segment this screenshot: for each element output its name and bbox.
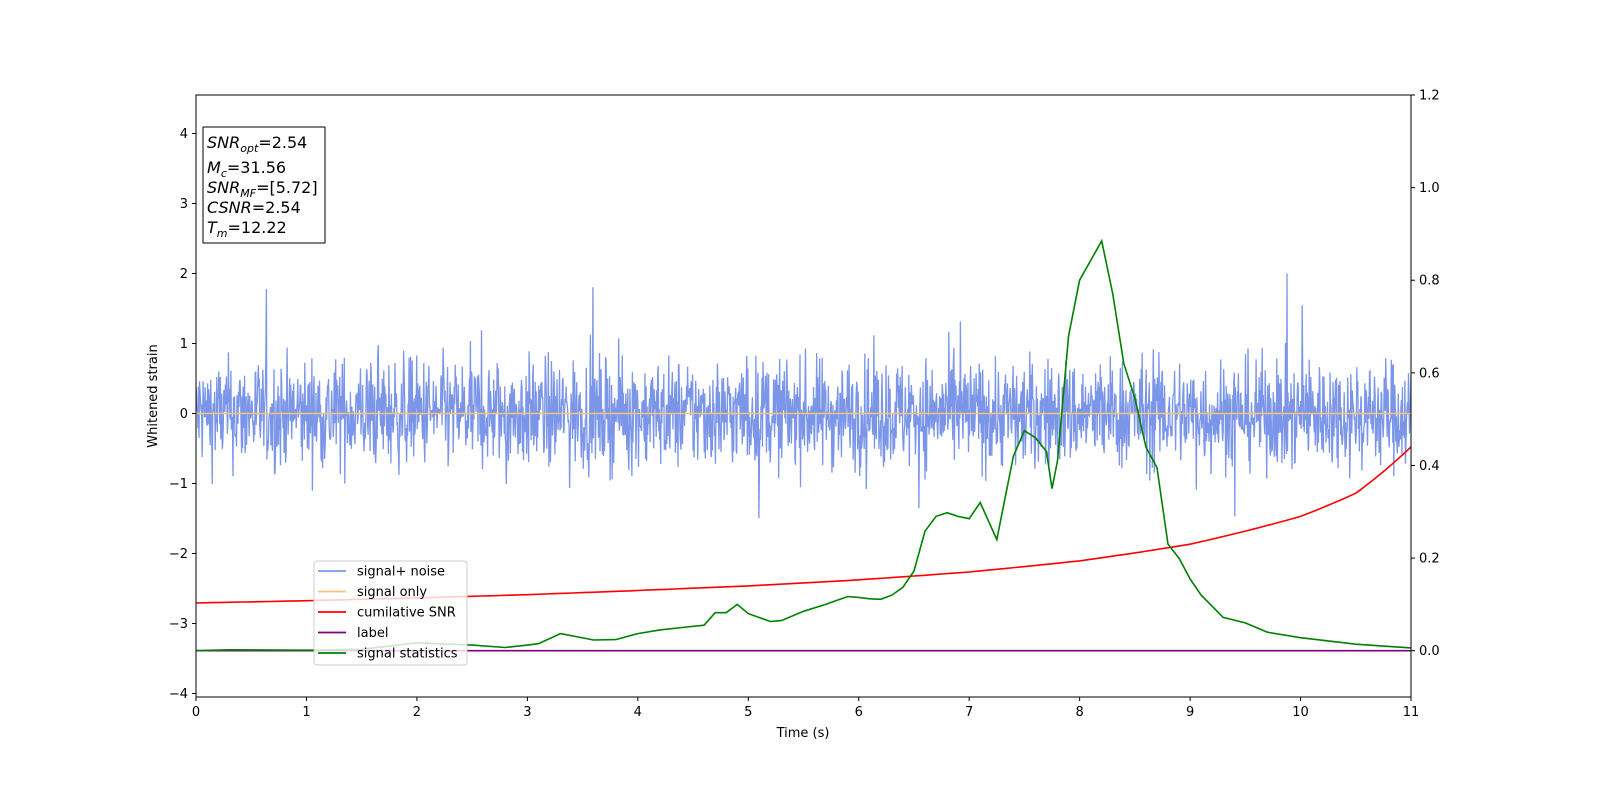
info-csnr: CSNR=2.54 (207, 198, 301, 217)
x-tick-label: 5 (744, 705, 752, 720)
x-tick-label: 0 (192, 705, 200, 720)
legend-label-csnr: cumilative SNR (357, 606, 456, 621)
legend-frame (313, 560, 468, 666)
y-tick-label: 2 (180, 267, 188, 282)
plot-frame (195, 94, 1412, 698)
x-tick-label: 7 (965, 705, 973, 720)
info-snr-mf: SNRMF=[5.72] (207, 178, 318, 200)
y2-tick-label: 1.0 (1419, 181, 1440, 196)
x-tick-label: 4 (634, 705, 642, 720)
info-tm: Tm=12.22 (207, 218, 287, 240)
y-tick-label: 0 (180, 407, 188, 422)
y2-tick-label: 0.4 (1419, 459, 1440, 474)
series-line-signal-noise (196, 273, 1411, 519)
y2-tick-label: 0.6 (1419, 366, 1440, 381)
x-tick-label: 11 (1403, 705, 1420, 720)
y2-tick-label: 0.8 (1419, 274, 1440, 289)
y-tick-label: −3 (169, 617, 188, 632)
x-axis-title: Time (s) (776, 726, 830, 741)
y2-axis-ticks: 0.0 0.2 0.4 0.6 0.8 1.0 1.2 (1411, 89, 1440, 659)
legend-label-noise: signal+ noise (357, 565, 445, 580)
x-axis-ticks: 0 1 2 3 4 5 6 7 8 9 10 11 (192, 697, 1419, 720)
x-tick-label: 3 (523, 705, 531, 720)
legend-label-stats: signal statistics (357, 647, 458, 662)
noise-series (196, 273, 1411, 519)
y2-tick-label: 1.2 (1419, 89, 1440, 104)
legend-label-label: label (357, 626, 388, 641)
info-box: SNRopt=2.54 Mc=31.56 SNRMF=[5.72] CSNR=2… (202, 126, 326, 244)
info-box-frame (202, 126, 326, 244)
x-tick-label: 2 (413, 705, 421, 720)
legend: signal+ noise signal only cumilative SNR la… (313, 560, 468, 666)
y2-tick-label: 0.0 (1419, 644, 1440, 659)
series-line-signal-statistics (196, 238, 1411, 652)
x-tick-label: 10 (1292, 705, 1309, 720)
y-tick-label: −4 (169, 687, 188, 702)
x-tick-label: 9 (1186, 705, 1194, 720)
y-tick-label: 3 (180, 197, 188, 212)
y-axis-title: Whitened strain (146, 344, 161, 447)
x-tick-label: 1 (302, 705, 310, 720)
y-tick-label: 4 (180, 127, 188, 142)
legend-label-signal: signal only (357, 585, 427, 600)
y2-tick-label: 0.2 (1419, 552, 1440, 567)
x-tick-label: 8 (1075, 705, 1083, 720)
y-tick-label: −1 (169, 477, 188, 492)
y-axis-ticks: −4 −3 −2 −1 0 1 2 3 4 (169, 127, 196, 702)
y-tick-label: −2 (169, 547, 188, 562)
x-tick-label: 6 (855, 705, 863, 720)
info-mc: Mc=31.56 (207, 158, 286, 180)
y-tick-label: 1 (180, 337, 188, 352)
info-snr-opt: SNRopt=2.54 (207, 133, 307, 155)
